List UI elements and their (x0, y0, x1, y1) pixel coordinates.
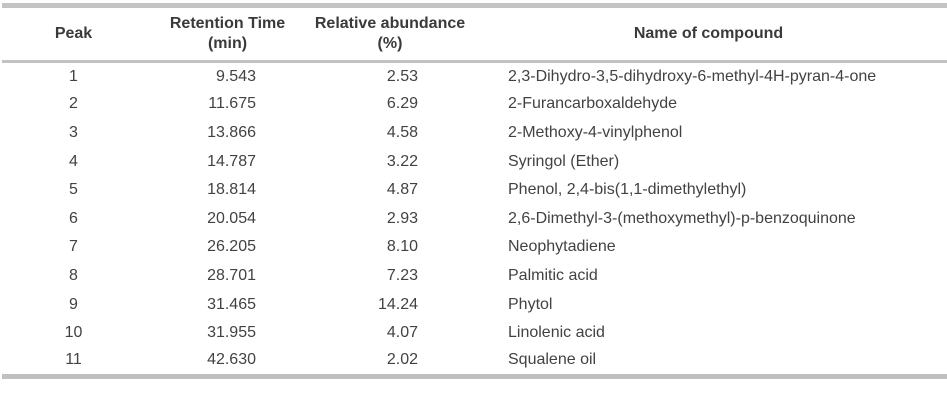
retention-time-cell: 14.787 (207, 152, 256, 170)
peak-cell: 7 (69, 238, 78, 256)
peak-cell: 4 (69, 152, 78, 170)
retention-time-cell: 31.465 (207, 295, 256, 313)
compound-name-cell: Linolenic acid (508, 324, 605, 342)
table-row: 11 42.630 2.02 Squalene oil (2, 347, 947, 376)
compound-name-cell: Phytol (508, 295, 553, 313)
relative-abundance-cell: 2.93 (386, 209, 418, 227)
relative-abundance-cell: 7.23 (386, 266, 418, 284)
compound-name-cell: Phenol, 2,4-bis(1,1-dimethylethyl) (508, 181, 747, 199)
peak-cell: 9 (69, 295, 78, 313)
compound-name-cell: 2-Furancarboxaldehyde (508, 95, 677, 113)
column-header-retention-time: Retention Time (min) (145, 5, 310, 63)
compound-name-cell: 2,3-Dihydro-3,5-dihydroxy-6-methyl-4H-py… (508, 67, 877, 85)
header-row: Peak Retention Time (min) Relative abund… (2, 5, 947, 63)
column-header-compound-name-label: Name of compound (633, 25, 784, 43)
peak-cell: 3 (69, 123, 78, 141)
column-header-relative-abundance-unit: (%) (377, 35, 403, 52)
column-header-peak-label: Peak (54, 25, 93, 43)
peak-cell: 6 (69, 209, 78, 227)
relative-abundance-cell: 4.87 (386, 181, 418, 199)
compound-name-cell: Syringol (Ether) (508, 152, 620, 170)
compound-peak-table: Peak Retention Time (min) Relative abund… (2, 3, 947, 379)
retention-time-cell: 42.630 (207, 351, 256, 369)
table-row: 1 9.543 2.53 2,3-Dihydro-3,5-dihydroxy-6… (2, 62, 947, 91)
retention-time-cell: 31.955 (207, 324, 256, 342)
relative-abundance-cell: 8.10 (386, 238, 418, 256)
table-row: 2 11.675 6.29 2-Furancarboxaldehyde (2, 90, 947, 119)
peak-cell: 5 (69, 181, 78, 199)
retention-time-cell: 13.866 (207, 123, 256, 141)
table-row: 5 18.814 4.87 Phenol, 2,4-bis(1,1-dimeth… (2, 176, 947, 205)
relative-abundance-cell: 14.24 (377, 295, 418, 313)
compound-name-cell: Squalene oil (508, 351, 597, 369)
compound-name-cell: Palmitic acid (508, 266, 598, 284)
relative-abundance-cell: 4.58 (386, 123, 418, 141)
retention-time-cell: 20.054 (207, 209, 256, 227)
compound-name-cell: 2-Methoxy-4-vinylphenol (508, 123, 683, 141)
relative-abundance-cell: 6.29 (386, 95, 418, 113)
peak-cell: 10 (64, 324, 83, 342)
retention-time-cell: 26.205 (207, 238, 256, 256)
table-row: 8 28.701 7.23 Palmitic acid (2, 262, 947, 291)
column-header-retention-time-unit: (min) (207, 35, 248, 52)
column-header-retention-time-label: Retention Time (169, 15, 286, 33)
peak-table-container: Peak Retention Time (min) Relative abund… (2, 0, 947, 379)
retention-time-cell: 9.543 (215, 67, 256, 85)
retention-time-cell: 18.814 (207, 181, 256, 199)
peak-cell: 8 (69, 266, 78, 284)
relative-abundance-cell: 3.22 (386, 152, 418, 170)
table-body: 1 9.543 2.53 2,3-Dihydro-3,5-dihydroxy-6… (2, 62, 947, 377)
column-header-compound-name: Name of compound (470, 5, 947, 63)
table-row: 4 14.787 3.22 Syringol (Ether) (2, 147, 947, 176)
table-row: 6 20.054 2.93 2,6-Dimethyl-3-(methoxymet… (2, 204, 947, 233)
retention-time-cell: 11.675 (208, 95, 256, 113)
table-row: 3 13.866 4.58 2-Methoxy-4-vinylphenol (2, 119, 947, 148)
peak-cell: 2 (69, 95, 78, 113)
column-header-relative-abundance: Relative abundance (%) (310, 5, 470, 63)
peak-cell: 11 (65, 351, 82, 369)
retention-time-cell: 28.701 (207, 266, 256, 284)
table-row: 9 31.465 14.24 Phytol (2, 290, 947, 319)
column-header-peak: Peak (2, 5, 145, 63)
compound-name-cell: Neophytadiene (508, 238, 616, 256)
relative-abundance-cell: 2.02 (386, 351, 418, 369)
relative-abundance-cell: 2.53 (386, 67, 418, 85)
table-header: Peak Retention Time (min) Relative abund… (2, 5, 947, 63)
column-header-relative-abundance-label: Relative abundance (314, 15, 466, 33)
table-row: 10 31.955 4.07 Linolenic acid (2, 319, 947, 348)
compound-name-cell: 2,6-Dimethyl-3-(methoxymethyl)-p-benzoqu… (508, 209, 856, 227)
relative-abundance-cell: 4.07 (386, 324, 418, 342)
peak-cell: 1 (69, 67, 78, 85)
table-row: 7 26.205 8.10 Neophytadiene (2, 233, 947, 262)
